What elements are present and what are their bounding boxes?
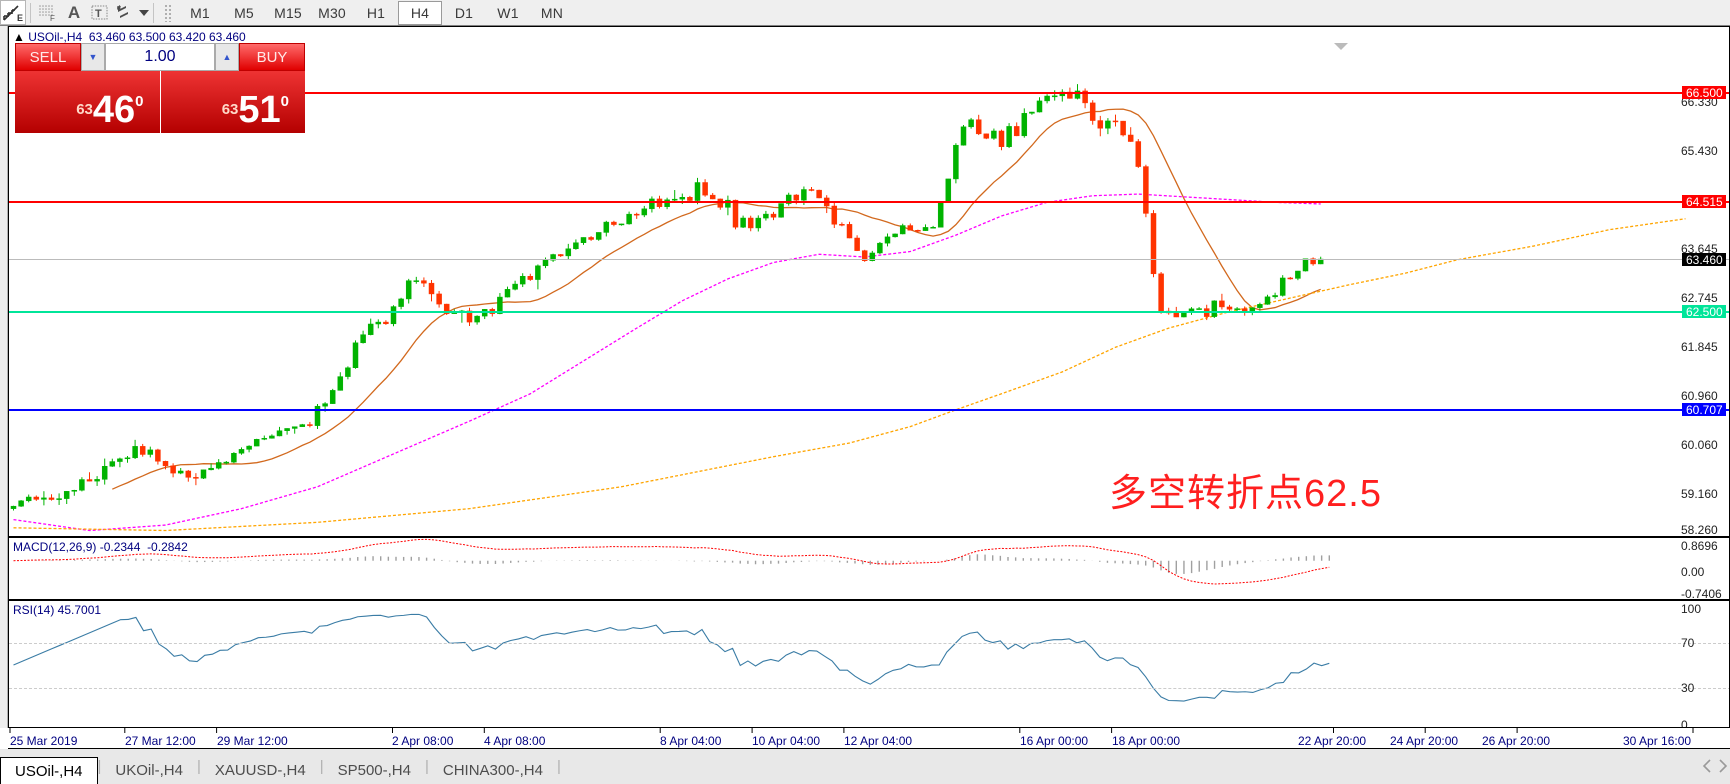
svg-text:T: T xyxy=(95,8,102,20)
svg-text:F: F xyxy=(50,14,55,21)
